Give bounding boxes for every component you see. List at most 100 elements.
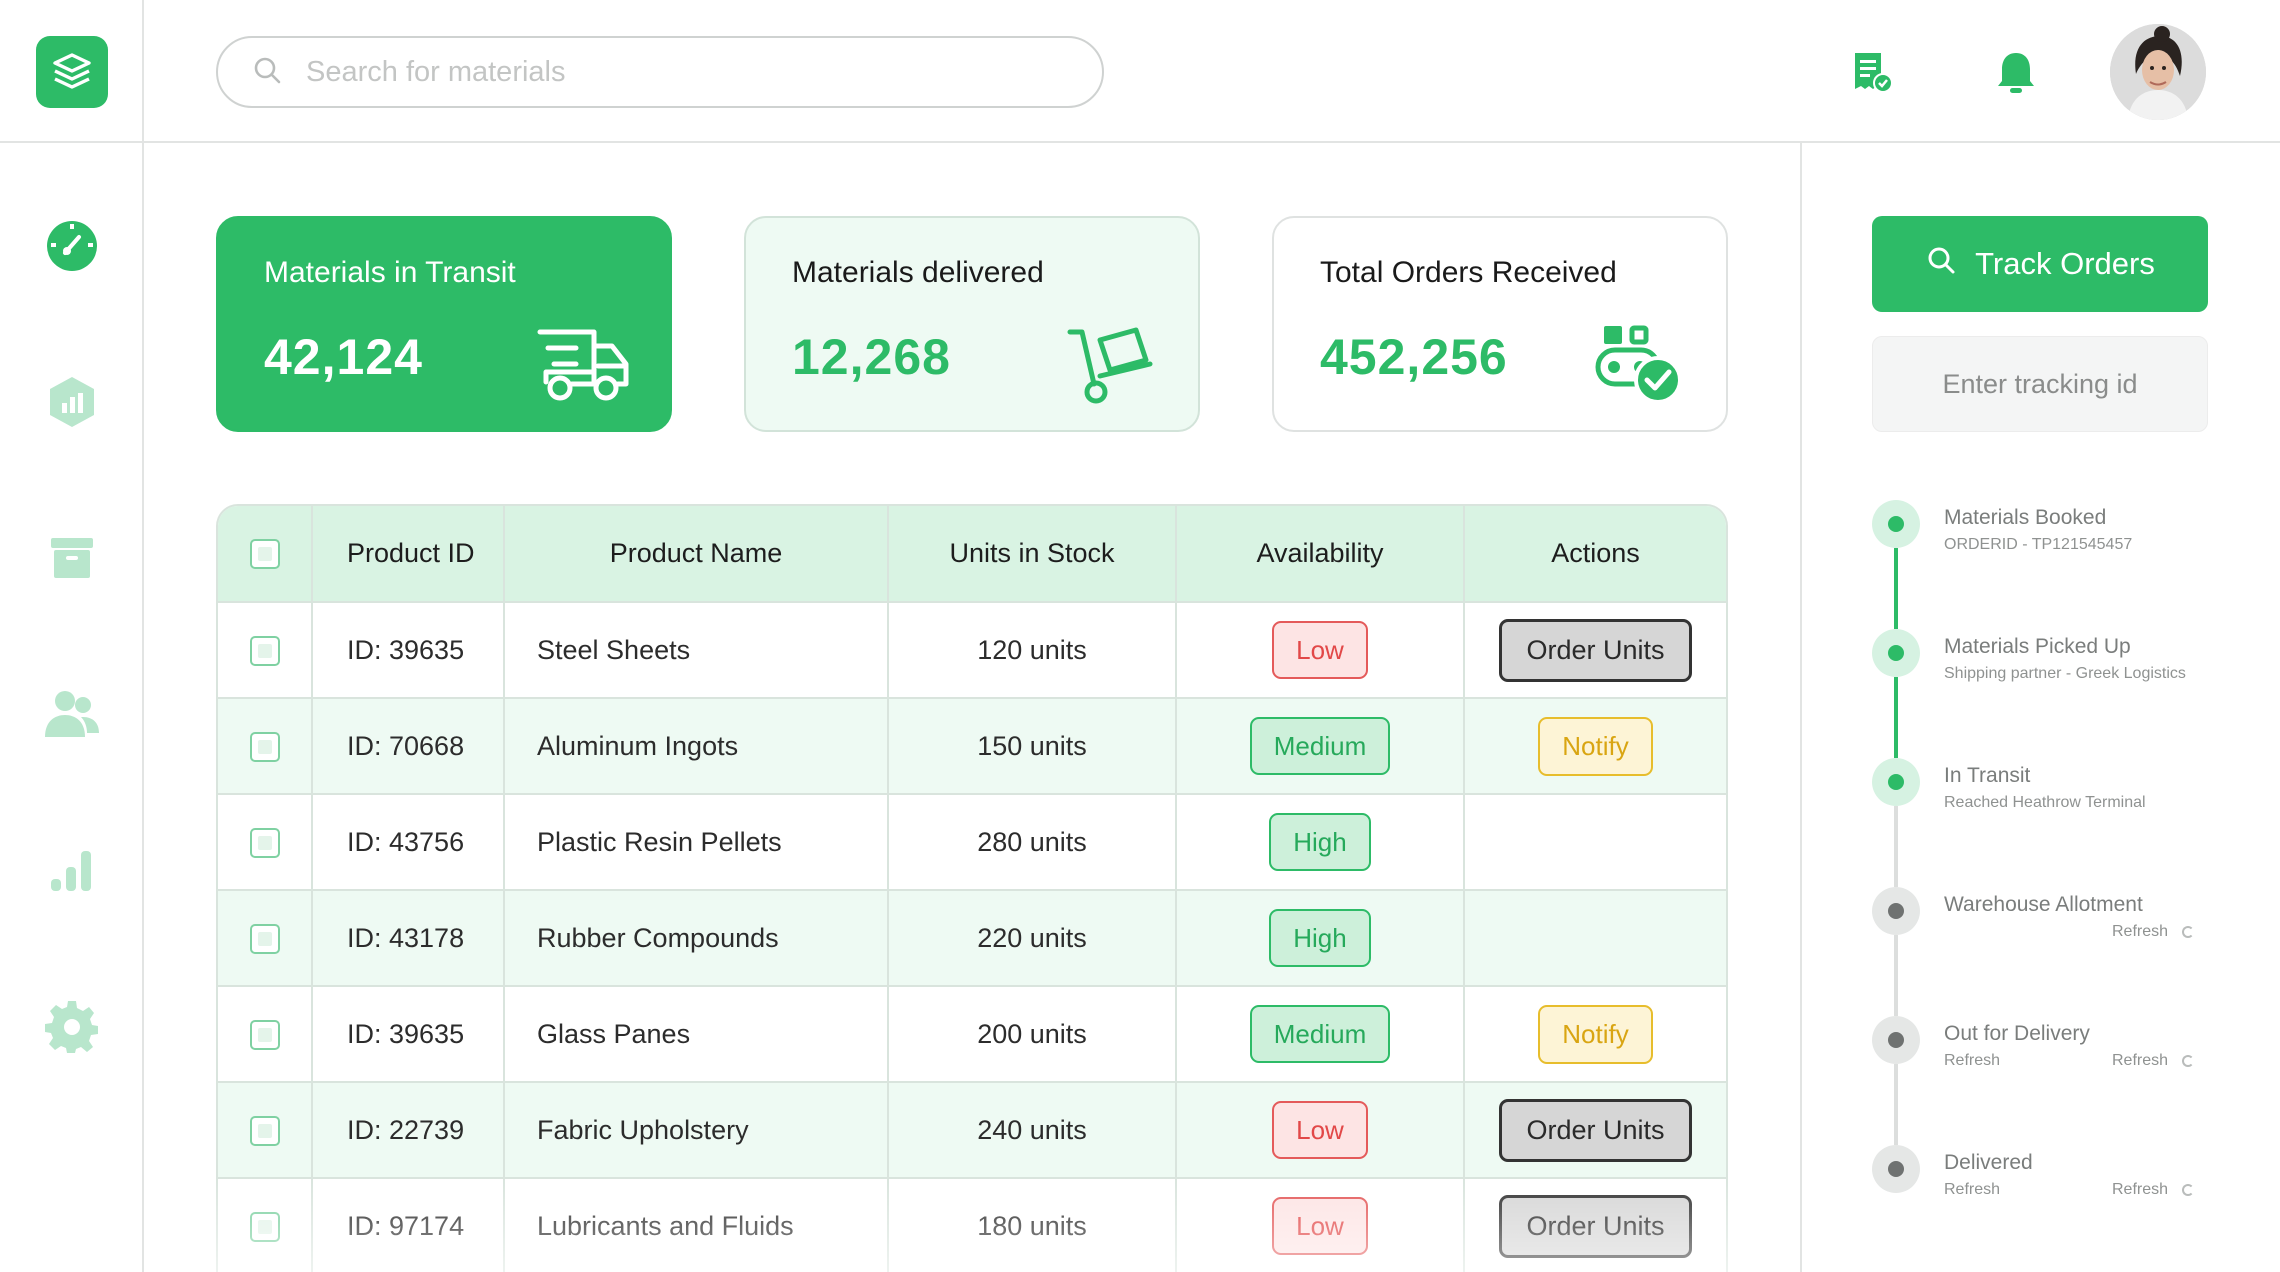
header-product-name[interactable]: Product Name [504, 506, 889, 603]
row-checkbox[interactable] [249, 1115, 280, 1146]
users-icon[interactable] [40, 682, 104, 746]
archive-box-icon[interactable] [40, 526, 104, 590]
refresh-label: Refresh [2112, 1181, 2169, 1198]
card-materials-in-transit[interactable]: Materials in Transit 42,124 [216, 216, 672, 432]
timeline-step-subtitle: ORDERID - TP121545457 [1944, 536, 2133, 553]
card-total-orders-received[interactable]: Total Orders Received 452,256 [1272, 216, 1728, 432]
units-in-stock-cell: 240 units [888, 1082, 1177, 1179]
availability-cell: Medium [1176, 986, 1465, 1083]
refresh-link[interactable]: Refresh [2112, 923, 2195, 941]
row-checkbox[interactable] [249, 923, 280, 954]
availability-badge: Low [1272, 621, 1368, 679]
timeline-step-subtitle[interactable]: Refresh [1944, 1181, 2001, 1198]
tracking-id-input[interactable] [1872, 336, 2208, 432]
hand-truck-icon [1064, 318, 1160, 408]
availability-badge: High [1269, 909, 1371, 967]
actions-cell: Order Units [1464, 1082, 1726, 1179]
timeline-step-subtitle: Shipping partner - Greek Logistics [1944, 665, 2186, 682]
header-checkbox-cell [218, 506, 313, 603]
timeline-step-title: Materials Picked Up [1944, 635, 2131, 658]
timeline-connector [1894, 806, 1898, 887]
units-in-stock-cell: 200 units [888, 986, 1177, 1083]
card-title: Materials in Transit [264, 256, 516, 289]
actions-cell [1464, 890, 1726, 987]
table-header-row: Product ID Product Name Units in Stock A… [218, 506, 1726, 603]
timeline-step-dot [1872, 1145, 1920, 1193]
analytics-hexagon-icon[interactable] [40, 370, 104, 434]
table-row[interactable]: ID: 39635 Glass Panes 200 units Medium Notif… [218, 986, 1726, 1083]
row-checkbox[interactable] [249, 1211, 280, 1242]
units-in-stock-cell: 120 units [888, 602, 1177, 699]
avatar[interactable] [2110, 24, 2206, 120]
refresh-label: Refresh [2112, 923, 2169, 940]
timeline-connector [1894, 677, 1898, 758]
row-checkbox-cell [218, 794, 313, 891]
card-value: 42,124 [264, 329, 423, 385]
timeline-step-title: Out for Delivery [1944, 1022, 2090, 1045]
refresh-icon [2182, 1055, 2195, 1067]
table-row[interactable]: ID: 43178 Rubber Compounds 220 units High [218, 890, 1726, 987]
product-id-cell: ID: 39635 [312, 602, 505, 699]
table-row[interactable]: ID: 97174 Lubricants and Fluids 180 units L… [218, 1178, 1726, 1272]
row-checkbox[interactable] [249, 827, 280, 858]
materials-table: Product ID Product Name Units in Stock A… [216, 504, 1728, 1272]
actions-cell: Notify [1464, 986, 1726, 1083]
timeline-step-subtitle[interactable]: Refresh [1944, 1052, 2001, 1069]
product-name-cell: Plastic Resin Pellets [504, 794, 889, 891]
timeline-step-dot [1872, 1016, 1920, 1064]
actions-cell [1464, 794, 1726, 891]
refresh-icon [2182, 1184, 2195, 1196]
availability-badge: Medium [1249, 1005, 1391, 1063]
availability-cell: Low [1176, 1082, 1465, 1179]
table-row[interactable]: ID: 70668 Aluminum Ingots 150 units Medium N… [218, 698, 1726, 795]
timeline-step-title: Warehouse Allotment [1944, 893, 2143, 916]
row-checkbox[interactable] [249, 731, 280, 762]
refresh-label: Refresh [2112, 1052, 2169, 1069]
search-input[interactable] [306, 55, 1066, 89]
refresh-link[interactable]: Refresh [2112, 1181, 2195, 1199]
notify-button[interactable]: Notify [1538, 716, 1653, 776]
header-actions: Actions [1464, 506, 1726, 603]
select-all-checkbox[interactable] [249, 539, 280, 570]
product-name-cell: Steel Sheets [504, 602, 889, 699]
order-units-button[interactable]: Order Units [1499, 618, 1692, 682]
actions-cell: Notify [1464, 698, 1726, 795]
search-bar[interactable] [216, 36, 1104, 108]
header-availability[interactable]: Availability [1176, 506, 1465, 603]
header-product-id[interactable]: Product ID [312, 506, 505, 603]
bell-icon[interactable] [1992, 48, 2040, 96]
bar-chart-icon[interactable] [40, 838, 104, 902]
row-checkbox-cell [218, 986, 313, 1083]
invoice-check-icon[interactable] [1848, 48, 1896, 96]
availability-badge: High [1269, 813, 1371, 871]
availability-cell: Low [1176, 602, 1465, 699]
table-row[interactable]: ID: 22739 Fabric Upholstery 240 units Low Or… [218, 1082, 1726, 1179]
order-units-button[interactable]: Order Units [1499, 1194, 1692, 1258]
table-row[interactable]: ID: 43756 Plastic Resin Pellets 280 units H… [218, 794, 1726, 891]
settings-gear-icon[interactable] [40, 994, 104, 1058]
order-units-button[interactable]: Order Units [1499, 1098, 1692, 1162]
refresh-icon [2182, 926, 2195, 938]
search-icon [1925, 244, 1957, 284]
truck-icon [536, 318, 632, 408]
conveyor-check-icon [1592, 318, 1688, 408]
header-units-in-stock[interactable]: Units in Stock [888, 506, 1177, 603]
card-materials-delivered[interactable]: Materials delivered 12,268 [744, 216, 1200, 432]
row-checkbox[interactable] [249, 1019, 280, 1050]
table-row[interactable]: ID: 39635 Steel Sheets 120 units Low Order U… [218, 602, 1726, 699]
timeline-step-title: Delivered [1944, 1151, 2033, 1174]
notify-button[interactable]: Notify [1538, 1004, 1653, 1064]
row-checkbox-cell [218, 1082, 313, 1179]
card-title: Total Orders Received [1320, 256, 1617, 289]
timeline-step-subtitle: Reached Heathrow Terminal [1944, 794, 2146, 811]
row-checkbox[interactable] [249, 635, 280, 666]
logo-icon[interactable] [36, 36, 108, 108]
timeline-connector [1894, 548, 1898, 629]
product-id-cell: ID: 70668 [312, 698, 505, 795]
row-checkbox-cell [218, 698, 313, 795]
product-id-cell: ID: 43178 [312, 890, 505, 987]
row-checkbox-cell [218, 1178, 313, 1272]
refresh-link[interactable]: Refresh [2112, 1052, 2195, 1070]
track-orders-button[interactable]: Track Orders [1872, 216, 2208, 312]
dashboard-gauge-icon[interactable] [40, 214, 104, 278]
